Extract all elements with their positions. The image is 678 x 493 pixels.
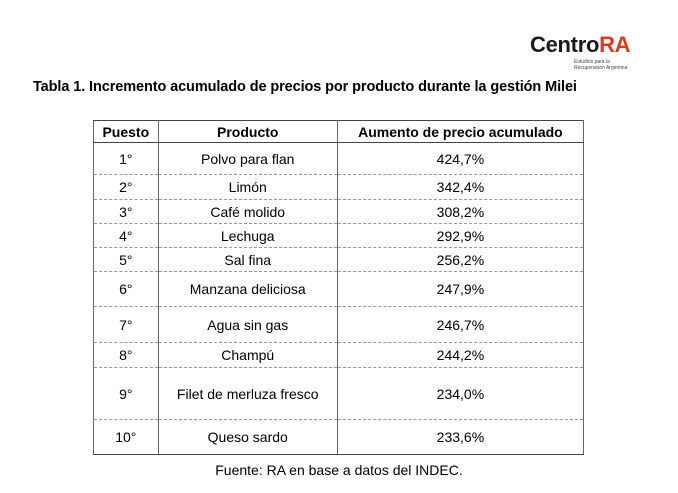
cell-rank: 4°	[93, 223, 159, 248]
header-aumento: Aumento de precio acumulado	[336, 120, 585, 143]
cell-product: Café molido	[157, 199, 338, 224]
table-row: 3° Café molido 308,2%	[93, 199, 585, 224]
cell-rank: 1°	[93, 142, 159, 175]
header-producto: Producto	[157, 120, 338, 143]
header-puesto: Puesto	[93, 120, 159, 143]
cell-increase: 234,0%	[336, 367, 585, 420]
cell-rank: 3°	[93, 199, 159, 224]
table-row: 9° Filet de merluza fresco 234,0%	[93, 367, 585, 420]
source-note: Fuente: RA en base a datos del INDEC.	[215, 462, 463, 478]
table-row: 7° Agua sin gas 246,7%	[93, 306, 585, 343]
cell-increase: 244,2%	[336, 342, 585, 368]
table-row: 1° Polvo para flan 424,7%	[93, 142, 585, 175]
cell-increase: 233,6%	[336, 419, 585, 455]
cell-product: Lechuga	[157, 223, 338, 248]
table-title: Tabla 1. Incremento acumulado de precios…	[33, 79, 577, 95]
price-increase-table: Puesto Producto Aumento de precio acumul…	[93, 120, 585, 455]
cell-product: Filet de merluza fresco	[157, 367, 338, 420]
cell-increase: 246,7%	[336, 306, 585, 343]
table-row: 8° Champú 244,2%	[93, 342, 585, 368]
cell-rank: 7°	[93, 306, 159, 343]
cell-increase: 247,9%	[336, 271, 585, 307]
cell-product: Champú	[157, 342, 338, 368]
cell-increase: 342,4%	[336, 174, 585, 200]
cell-rank: 5°	[93, 247, 159, 272]
cell-rank: 2°	[93, 174, 159, 200]
logo-wordmark: CentroRA	[530, 32, 631, 58]
table-header-row: Puesto Producto Aumento de precio acumul…	[93, 120, 585, 143]
logo-subtitle-line-2: Recuperación Argentina	[574, 65, 628, 71]
cell-rank: 6°	[93, 271, 159, 307]
cell-product: Polvo para flan	[157, 142, 338, 175]
table-row: 6° Manzana deliciosa 247,9%	[93, 271, 585, 307]
cell-rank: 8°	[93, 342, 159, 368]
logo-subtitle: Estudios para la Recuperación Argentina	[574, 59, 640, 71]
centro-ra-logo: CentroRA Estudios para la Recuperación A…	[530, 32, 640, 74]
cell-product: Limón	[157, 174, 338, 200]
cell-product: Queso sardo	[157, 419, 338, 455]
cell-product: Sal fina	[157, 247, 338, 272]
cell-increase: 424,7%	[336, 142, 585, 175]
cell-increase: 292,9%	[336, 223, 585, 248]
logo-ra-text: RA	[599, 32, 631, 57]
table-row: 4° Lechuga 292,9%	[93, 223, 585, 248]
cell-product: Manzana deliciosa	[157, 271, 338, 307]
table-row: 5° Sal fina 256,2%	[93, 247, 585, 272]
cell-increase: 256,2%	[336, 247, 585, 272]
table-row: 2° Limón 342,4%	[93, 174, 585, 200]
cell-product: Agua sin gas	[157, 306, 338, 343]
cell-rank: 10°	[93, 419, 159, 455]
logo-subtitle-line-1: Estudios para la	[574, 59, 610, 65]
cell-rank: 9°	[93, 367, 159, 420]
table-row: 10° Queso sardo 233,6%	[93, 419, 585, 455]
logo-centro-text: Centro	[530, 32, 600, 57]
cell-increase: 308,2%	[336, 199, 585, 224]
